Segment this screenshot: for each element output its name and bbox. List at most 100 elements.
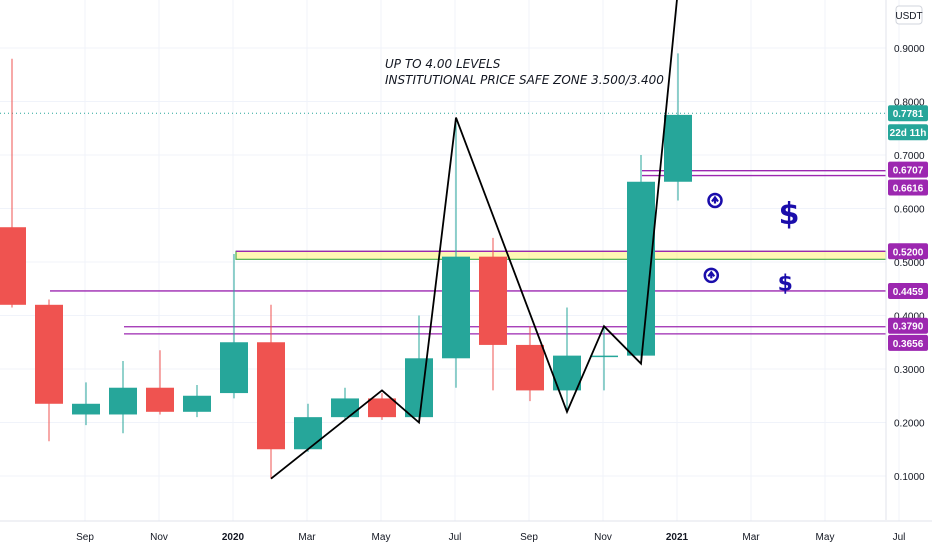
candle[interactable] bbox=[368, 393, 396, 420]
candle[interactable] bbox=[479, 237, 507, 391]
candle-body[interactable] bbox=[72, 403, 100, 415]
level-badge: 0.4459 bbox=[888, 282, 928, 299]
arrow-up-circle-icon bbox=[703, 267, 720, 284]
level-badge-bg bbox=[888, 161, 928, 178]
candle[interactable] bbox=[553, 307, 581, 412]
time-tick-label: Mar bbox=[742, 532, 760, 543]
time-axis-ticks: Sep Nov 2020 Mar May Jul Sep Nov 2021 Mar May Jul bbox=[76, 532, 905, 543]
countdown-badge-bg bbox=[888, 124, 928, 141]
level-badge: 0.5200 bbox=[888, 243, 928, 260]
price-tick-label: 0.3000 bbox=[894, 365, 925, 376]
candle-body[interactable] bbox=[442, 256, 470, 359]
time-tick-label: Sep bbox=[76, 532, 94, 543]
candle-body[interactable] bbox=[405, 358, 433, 418]
candle[interactable] bbox=[220, 253, 248, 399]
candle[interactable] bbox=[442, 117, 470, 388]
arrow-up-circle-icon-arrow bbox=[707, 270, 716, 279]
annotation-line-2: INSTITUTIONAL PRICE SAFE ZONE 3.500/3.40… bbox=[385, 73, 664, 87]
countdown-badge-text: 22d 11h bbox=[890, 128, 927, 139]
candle-body[interactable] bbox=[35, 304, 63, 404]
level-badge-bg bbox=[888, 317, 928, 334]
level-badge-text: 0.3790 bbox=[893, 322, 924, 333]
time-tick-label: Sep bbox=[520, 532, 538, 543]
candle[interactable] bbox=[35, 299, 63, 442]
candle-body[interactable] bbox=[0, 227, 26, 305]
time-tick-label: May bbox=[816, 532, 835, 543]
price-tick-label: 0.8000 bbox=[894, 98, 925, 109]
price-axis[interactable]: 0.1000 0.2000 0.3000 0.4000 0.5000 0.6000 0.70… bbox=[885, 0, 925, 520]
support-zone bbox=[235, 250, 887, 260]
level-badge-bg bbox=[888, 334, 928, 351]
candle-body[interactable] bbox=[664, 114, 692, 182]
level-badge-bg bbox=[888, 282, 928, 299]
last-price-badge: 0.7781 bbox=[888, 105, 928, 122]
price-tick-label: 0.1000 bbox=[894, 472, 925, 483]
candle[interactable] bbox=[331, 387, 359, 420]
time-axis[interactable]: Sep Nov 2020 Mar May Jul Sep Nov 2021 Mar May Jul bbox=[0, 520, 932, 543]
currency-box[interactable] bbox=[895, 5, 923, 25]
time-tick-label: Nov bbox=[150, 532, 168, 543]
support-zone-rect bbox=[235, 250, 887, 260]
candle-body[interactable] bbox=[257, 342, 285, 450]
price-axis-ticks: 0.1000 0.2000 0.3000 0.4000 0.5000 0.6000 0.70… bbox=[894, 44, 925, 483]
candle[interactable] bbox=[516, 326, 544, 402]
price-badges: 0.7781 22d 11h 0.6707 0.6616 0.5200 0.4459 0.3… bbox=[888, 105, 928, 351]
candle-body[interactable] bbox=[479, 256, 507, 345]
candle-body[interactable] bbox=[146, 387, 174, 412]
candle[interactable] bbox=[664, 53, 692, 201]
candle-body[interactable] bbox=[368, 398, 396, 418]
trend-polyline bbox=[270, 0, 678, 480]
time-tick-label: 2020 bbox=[222, 532, 245, 543]
arrow-up-circle-icon bbox=[707, 192, 723, 209]
level-badge-bg bbox=[888, 179, 928, 196]
level-badge: 0.6707 bbox=[888, 161, 928, 178]
candle-body[interactable] bbox=[331, 398, 359, 418]
time-tick-label: Jul bbox=[449, 532, 462, 543]
candle-body[interactable] bbox=[516, 344, 544, 391]
currency-label: USDT bbox=[895, 11, 922, 22]
candle[interactable] bbox=[294, 403, 322, 452]
candle-body[interactable] bbox=[294, 417, 322, 450]
dollar-icon: $ bbox=[778, 272, 793, 297]
level-badge: 0.3790 bbox=[888, 317, 928, 334]
dollar-icon: $ bbox=[779, 197, 800, 232]
candle[interactable] bbox=[109, 360, 137, 434]
time-tick-label: May bbox=[372, 532, 391, 543]
level-badge-bg bbox=[888, 243, 928, 260]
candle-body[interactable] bbox=[220, 342, 248, 394]
last-price-badge-bg bbox=[888, 105, 928, 122]
time-tick-label: 2021 bbox=[666, 532, 689, 543]
price-tick-label: 0.6000 bbox=[894, 205, 925, 216]
level-badge-text: 0.3656 bbox=[893, 339, 924, 350]
last-price-badge-text: 0.7781 bbox=[893, 109, 924, 120]
price-tick-label: 0.7000 bbox=[894, 151, 925, 162]
candle-body[interactable] bbox=[590, 355, 618, 358]
annotation-icons: $$ bbox=[703, 192, 800, 297]
price-tick-label: 0.2000 bbox=[894, 419, 925, 430]
candle[interactable] bbox=[590, 326, 618, 391]
candle-body[interactable] bbox=[109, 387, 137, 415]
candle[interactable] bbox=[146, 350, 174, 415]
price-tick-label: 0.4000 bbox=[894, 312, 925, 323]
time-tick-label: Mar bbox=[298, 532, 316, 543]
candle-body[interactable] bbox=[183, 395, 211, 412]
level-badge: 0.6616 bbox=[888, 179, 928, 196]
annotation-line-1: UP TO 4.00 LEVELS bbox=[385, 57, 501, 71]
level-badge: 0.3656 bbox=[888, 334, 928, 351]
arrow-up-circle-icon-arrow bbox=[711, 195, 719, 204]
candle[interactable] bbox=[0, 58, 26, 308]
candle[interactable] bbox=[257, 304, 285, 479]
candle[interactable] bbox=[72, 382, 100, 426]
candle[interactable] bbox=[183, 385, 211, 418]
candle[interactable] bbox=[405, 315, 433, 420]
price-tick-label: 0.9000 bbox=[894, 44, 925, 55]
countdown-badge: 22d 11h bbox=[888, 124, 928, 141]
time-tick-label: Jul bbox=[893, 532, 906, 543]
level-badge-text: 0.6707 bbox=[893, 166, 924, 177]
level-badge-text: 0.4459 bbox=[893, 287, 924, 298]
time-tick-label: Nov bbox=[594, 532, 612, 543]
price-tick-label: 0.5000 bbox=[894, 258, 925, 269]
level-badge-text: 0.5200 bbox=[893, 247, 924, 258]
trend-path bbox=[270, 0, 678, 480]
